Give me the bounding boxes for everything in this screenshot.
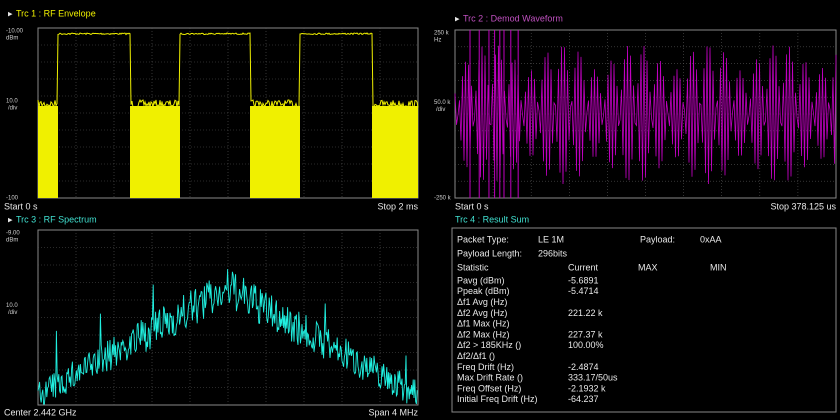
y-top-unit: Hz — [434, 38, 441, 44]
table-cell: -64.237 — [568, 394, 599, 404]
envelope-noise — [130, 106, 180, 198]
y-bottom-label: -250 k — [434, 196, 452, 202]
table-cell: -5.4714 — [568, 286, 599, 296]
table-cell: 333.17/50us — [568, 373, 618, 383]
envelope-noise — [372, 106, 418, 198]
y-mid-label: 10.0 — [6, 99, 18, 105]
table-cell: Δf2/Δf1 () — [457, 351, 495, 361]
table-cell: 227.37 k — [568, 329, 603, 339]
trace-title: Trc 1 : RF Envelope — [16, 8, 96, 18]
table-cell: -5.6891 — [568, 275, 599, 285]
x-start-label: Center 2.442 GHz — [4, 407, 77, 417]
table-header: Statistic — [457, 262, 489, 272]
trace-marker: ▸ — [8, 8, 13, 18]
table-cell: 221.22 k — [568, 308, 603, 318]
x-start-label: Start 0 s — [455, 201, 489, 211]
y-top-label: -10.00 — [6, 29, 24, 35]
info-cell: Payload: — [640, 234, 675, 244]
x-stop-label: Stop 378.125 us — [770, 201, 836, 211]
table-cell: Freq Offset (Hz) — [457, 383, 521, 393]
x-start-label: Start 0 s — [4, 201, 38, 211]
table-cell: Pavg (dBm) — [457, 275, 505, 285]
table-cell: Δf1 Max (Hz) — [457, 319, 510, 329]
table-cell: 100.00% — [568, 340, 604, 350]
y-top-label: 250 k — [434, 31, 450, 37]
table-header: Current — [568, 262, 599, 272]
trace-marker: ▸ — [8, 214, 13, 224]
y-mid-unit: /div — [8, 106, 17, 112]
table-cell: Δf1 Avg (Hz) — [457, 297, 507, 307]
table-cell: Δf2 > 185KHz () — [457, 340, 521, 350]
y-mid-label: 50.0 k — [434, 100, 451, 106]
trace-marker: ▸ — [455, 13, 460, 23]
info-cell: LE 1M — [538, 234, 564, 244]
x-stop-label: Stop 2 ms — [377, 201, 418, 211]
info-cell: 296bits — [538, 248, 568, 258]
y-top-unit: dBm — [6, 238, 18, 244]
x-stop-label: Span 4 MHz — [368, 407, 418, 417]
table-cell: -2.4874 — [568, 362, 599, 372]
y-top-label: -9.00 — [6, 231, 20, 237]
y-mid-unit: /div — [436, 107, 445, 113]
table-cell: Ppeak (dBm) — [457, 286, 510, 296]
y-mid-label: 10.0 — [6, 303, 18, 309]
table-cell: Δf2 Avg (Hz) — [457, 308, 507, 318]
envelope-noise — [38, 106, 58, 198]
table-cell: Δf2 Max (Hz) — [457, 329, 510, 339]
table-header: MIN — [710, 262, 727, 272]
table-cell: -2.1932 k — [568, 383, 606, 393]
trace-title: Trc 2 : Demod Waveform — [463, 13, 563, 23]
table-cell: Initial Freq Drift (Hz) — [457, 394, 538, 404]
table-header: MAX — [638, 262, 658, 272]
table-cell: Max Drift Rate () — [457, 373, 523, 383]
info-cell: Payload Length: — [457, 248, 522, 258]
trace-title: Trc 3 : RF Spectrum — [16, 214, 97, 224]
table-cell: Freq Drift (Hz) — [457, 362, 514, 372]
y-top-unit: dBm — [6, 36, 18, 42]
info-cell: 0xAA — [700, 234, 722, 244]
y-mid-unit: /div — [8, 310, 17, 316]
envelope-noise — [250, 106, 300, 198]
info-cell: Packet Type: — [457, 234, 509, 244]
result-title: Trc 4 : Result Sum — [455, 214, 529, 224]
